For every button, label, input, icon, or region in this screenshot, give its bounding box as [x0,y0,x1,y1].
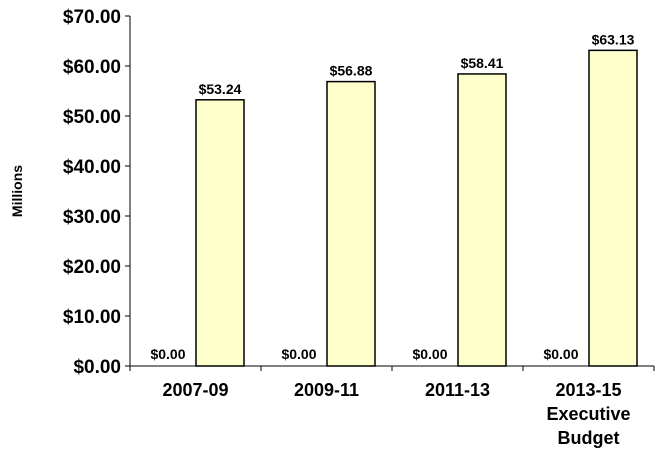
y-tick-label: $40.00 [63,157,121,178]
x-category-label: 2009-11 [294,380,359,400]
bar-series2 [326,80,376,367]
x-category-label-line: 2009-11 [294,380,359,400]
y-tick-label: $20.00 [63,257,121,278]
x-category-label-line: 2011-13 [425,380,490,400]
data-label-series1: $0.00 [543,346,578,362]
data-label-series2: $63.13 [592,31,635,47]
y-tick-label: $30.00 [63,207,121,228]
x-category-label: 2013-15 Executive Budget [546,380,630,448]
data-label-series1: $0.00 [412,346,447,362]
data-label-series1: $0.00 [281,346,316,362]
x-category-label-line: 2013-15 [555,380,621,400]
y-tick-label: $70.00 [63,7,121,28]
x-category-label-line: Executive [546,404,630,424]
y-tick-label: $60.00 [63,57,121,78]
data-label-series2: $58.41 [461,55,504,71]
bar-series2 [457,73,507,367]
x-category-label: 2007-09 [162,380,228,400]
x-category-label-line: 2007-09 [162,380,228,400]
y-tick-label: $50.00 [63,107,121,128]
data-label-series2: $53.24 [199,81,242,97]
x-category-label-line: Budget [558,428,620,448]
y-tick-label: $10.00 [63,307,121,328]
data-label-series1: $0.00 [150,346,185,362]
data-label-series2: $56.88 [330,63,373,79]
bar-series2 [195,99,245,367]
x-category-label: 2011-13 [425,380,490,400]
y-axis-title: Millions [9,165,25,217]
y-tick-label: $0.00 [73,357,121,378]
bar-series2 [588,49,638,367]
